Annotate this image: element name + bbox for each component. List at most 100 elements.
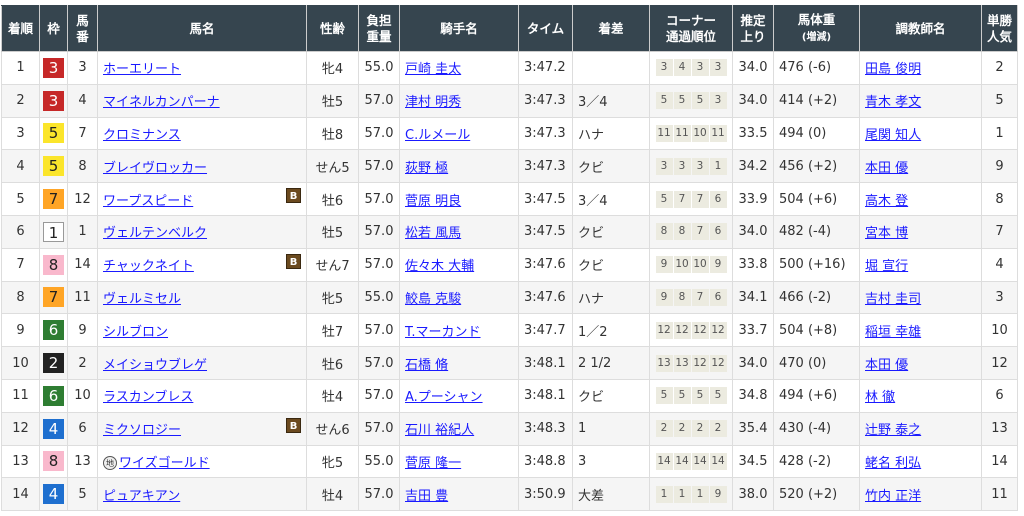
- rank: 5: [1, 182, 40, 216]
- trainer-cell: 本田 優: [859, 149, 982, 184]
- waku-badge: 3: [43, 90, 64, 111]
- horse-number: 7: [67, 116, 98, 151]
- horse-name-link[interactable]: ラスカンブレス: [103, 390, 194, 406]
- waku-cell: 4: [39, 411, 68, 446]
- jockey-link[interactable]: 松若 風馬: [405, 226, 462, 242]
- corner-position: 9: [655, 256, 673, 274]
- trainer-link[interactable]: 蛯名 利弘: [865, 455, 922, 471]
- jockey-cell: 菅原 明良: [399, 182, 519, 216]
- carried-weight: 55.0: [358, 51, 400, 85]
- corner-position: 10: [673, 256, 691, 274]
- trainer-link[interactable]: 堀 宣行: [865, 259, 909, 275]
- horse-name-link[interactable]: ピュアキアン: [103, 488, 181, 504]
- carried-weight: 57.0: [358, 149, 400, 184]
- header-weight-line2: 重量: [366, 28, 392, 44]
- trainer-link[interactable]: 稲垣 幸雄: [865, 324, 922, 340]
- header-body-weight[interactable]: 馬体重 (増減): [773, 5, 860, 52]
- corner-position: 1: [709, 157, 727, 175]
- corner-position: 13: [655, 354, 673, 372]
- body-weight: 476 (-6): [773, 51, 860, 85]
- header-trainer[interactable]: 調教師名: [859, 5, 982, 52]
- corner-position: 12: [655, 321, 673, 339]
- header-last3f[interactable]: 推定 上り: [732, 5, 774, 52]
- jockey-link[interactable]: A.プーシャン: [405, 390, 483, 406]
- horse-name-cell: ワープスピード B: [97, 182, 307, 216]
- trainer-link[interactable]: 辻野 泰之: [865, 423, 922, 439]
- popularity: 10: [981, 313, 1018, 348]
- header-corner[interactable]: コーナー 通過順位: [649, 5, 733, 52]
- corner-position: 14: [655, 452, 673, 470]
- horse-name-cell: チャックネイト B: [97, 247, 307, 282]
- trainer-link[interactable]: 田島 俊明: [865, 62, 922, 78]
- horse-name-link[interactable]: ワープスピード: [103, 193, 194, 209]
- horse-name-cell: クロミナンス: [97, 116, 307, 151]
- trainer-link[interactable]: 竹内 正洋: [865, 488, 922, 504]
- time: 3:48.3: [518, 411, 573, 446]
- jockey-link[interactable]: 吉田 豊: [405, 488, 449, 504]
- last-3f: 34.0: [732, 346, 774, 380]
- horse-name-cell: シルブロン: [97, 313, 307, 348]
- rank: 4: [1, 149, 40, 184]
- horse-name-link[interactable]: メイショウブレゲ: [103, 357, 208, 373]
- margin: 3／4: [572, 182, 650, 216]
- time: 3:47.5: [518, 214, 573, 249]
- header-time[interactable]: タイム: [518, 5, 573, 52]
- horse-name-link[interactable]: ブレイヴロッカー: [103, 160, 208, 176]
- header-sexage[interactable]: 性齢: [306, 5, 359, 52]
- horse-name-link[interactable]: チャックネイト: [103, 259, 194, 275]
- corner-position: 3: [691, 157, 709, 175]
- jockey-link[interactable]: 荻野 極: [405, 160, 449, 176]
- header-horse[interactable]: 馬名: [97, 5, 307, 52]
- horse-name-link[interactable]: ヴェルミセル: [103, 291, 182, 307]
- carried-weight: 57.0: [358, 214, 400, 249]
- trainer-link[interactable]: 青木 孝文: [865, 95, 922, 111]
- horse-name-link[interactable]: シルブロン: [103, 324, 169, 340]
- jockey-cell: T.マーカンド: [399, 313, 519, 348]
- horse-name-link[interactable]: ミクソロジー: [103, 423, 182, 439]
- header-weight[interactable]: 負担 重量: [358, 5, 400, 52]
- horse-name-link[interactable]: マイネルカンパーナ: [103, 95, 220, 111]
- sex-age: 牡5: [306, 214, 359, 249]
- corner-position: 5: [709, 387, 727, 405]
- horse-name-link[interactable]: ワイズゴールド: [119, 455, 210, 471]
- jockey-link[interactable]: C.ルメール: [405, 127, 471, 143]
- trainer-link[interactable]: 吉村 圭司: [865, 291, 922, 307]
- jockey-link[interactable]: T.マーカンド: [405, 324, 481, 340]
- trainer-link[interactable]: 本田 優: [865, 160, 909, 176]
- local-horse-icon: 地: [103, 456, 117, 471]
- header-popularity[interactable]: 単勝 人気: [981, 5, 1018, 52]
- jockey-link[interactable]: 津村 明秀: [405, 95, 462, 111]
- header-umaban[interactable]: 馬番: [67, 5, 98, 52]
- waku-badge: 8: [43, 451, 64, 472]
- trainer-link[interactable]: 尾関 知人: [865, 127, 922, 143]
- jockey-link[interactable]: 石橋 脩: [405, 357, 449, 373]
- corner-position: 7: [691, 288, 709, 306]
- jockey-link[interactable]: 戸崎 圭太: [405, 62, 462, 78]
- header-waku[interactable]: 枠: [39, 5, 68, 52]
- jockey-link[interactable]: 佐々木 大輔: [405, 259, 475, 275]
- trainer-link[interactable]: 高木 登: [865, 193, 909, 209]
- jockey-link[interactable]: 菅原 隆一: [405, 455, 462, 471]
- trainer-link[interactable]: 林 徹: [865, 390, 896, 406]
- trainer-cell: 高木 登: [859, 182, 982, 216]
- trainer-link[interactable]: 本田 優: [865, 357, 909, 373]
- horse-name-link[interactable]: ヴェルテンベルク: [103, 226, 208, 242]
- corner-position: 2: [655, 420, 673, 438]
- horse-name-link[interactable]: ホーエリート: [103, 62, 182, 78]
- table-row: 1 3 3 ホーエリート 牝4 55.0 戸崎 圭太 3:47.2 3 4 3 3 34.0 476 (-…: [1, 51, 1018, 85]
- header-margin[interactable]: 着差: [572, 5, 650, 52]
- trainer-link[interactable]: 宮本 博: [865, 226, 909, 242]
- jockey-link[interactable]: 菅原 明良: [405, 193, 462, 209]
- corner-position: 6: [709, 190, 727, 208]
- header-rank[interactable]: 着順: [1, 5, 40, 52]
- waku-cell: 5: [39, 149, 68, 184]
- header-jockey[interactable]: 騎手名: [399, 5, 519, 52]
- table-row: 3 5 7 クロミナンス 牡8 57.0 C.ルメール 3:47.3 ハナ 11 11 10 11 33.…: [1, 116, 1018, 151]
- time: 3:47.3: [518, 149, 573, 184]
- horse-name-link[interactable]: クロミナンス: [103, 127, 181, 143]
- jockey-link[interactable]: 石川 裕紀人: [405, 423, 475, 439]
- corner-position: 8: [673, 288, 691, 306]
- jockey-link[interactable]: 鮫島 克駿: [405, 291, 462, 307]
- margin: 2 1/2: [572, 346, 650, 380]
